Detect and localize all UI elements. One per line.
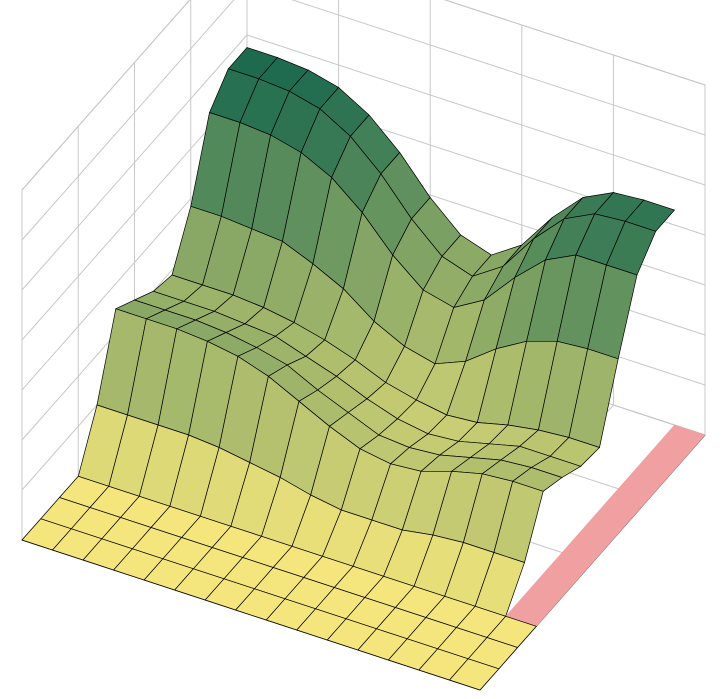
surface-cell — [448, 658, 500, 691]
grid-line — [246, 34, 706, 186]
grid-line — [21, 34, 248, 291]
grid-line — [291, 0, 706, 136]
grid-line — [21, 0, 191, 191]
surface — [21, 47, 706, 691]
grid-line — [21, 0, 235, 241]
grid-line — [443, 0, 706, 86]
